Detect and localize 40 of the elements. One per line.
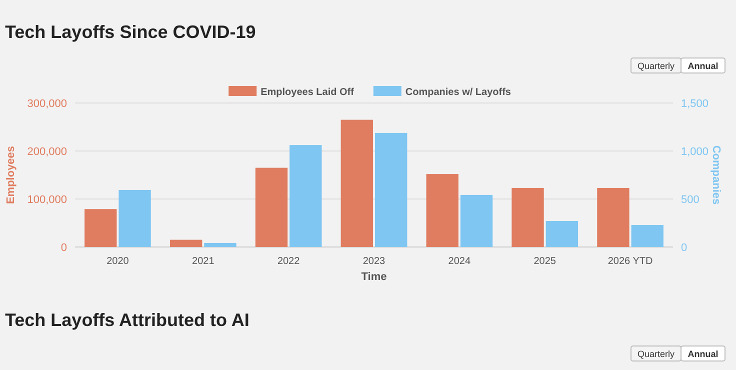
y-tick-label: 100,000 xyxy=(27,194,67,206)
legend-label: Companies w/ Layoffs xyxy=(405,87,512,98)
y-axis-title: Employees xyxy=(5,146,17,204)
y2-tick-label: 1,500 xyxy=(681,98,709,110)
bar xyxy=(290,145,322,247)
bar xyxy=(375,132,408,247)
y2-axis-title: Companies xyxy=(710,145,722,205)
bar xyxy=(84,209,117,247)
x-tick-label: 2021 xyxy=(192,256,215,267)
bar xyxy=(340,120,373,247)
text: Tech Layoffs Attributed to AI xyxy=(5,310,250,330)
y2-tick-label: 500 xyxy=(681,194,700,206)
legend-label: Employees Laid Off xyxy=(260,87,355,98)
y2-tick-label: 1,000 xyxy=(681,146,709,158)
bar xyxy=(631,225,664,247)
bar xyxy=(118,190,151,247)
bar xyxy=(255,168,288,247)
bar xyxy=(460,194,493,247)
bar xyxy=(512,188,544,247)
y-tick-label: 0 xyxy=(60,242,67,254)
y2-tick-label: 0 xyxy=(681,242,688,254)
x-tick-label: 2022 xyxy=(277,256,300,267)
x-tick-label: 2026 YTD xyxy=(608,256,653,267)
annual-toggle[interactable]: Annual xyxy=(680,346,726,362)
y-tick-label: 300,000 xyxy=(27,98,67,110)
annual-toggle[interactable]: Annual xyxy=(680,58,726,74)
chart-title: Tech Layoffs Since COVID-19 xyxy=(5,22,256,42)
bar xyxy=(546,220,578,247)
bar xyxy=(170,240,202,247)
x-tick-label: 2023 xyxy=(362,256,386,267)
bar xyxy=(597,188,630,247)
bar xyxy=(426,174,458,247)
x-tick-label: 2020 xyxy=(106,256,130,267)
bar xyxy=(204,242,236,247)
x-tick-label: 2025 xyxy=(534,256,556,267)
x-axis-title: Time xyxy=(361,271,387,283)
quarterly-toggle[interactable]: Quarterly xyxy=(630,58,682,74)
quarterly-toggle[interactable]: Quarterly xyxy=(630,346,682,362)
x-tick-label: 2024 xyxy=(448,256,471,267)
y-tick-label: 200,000 xyxy=(27,146,67,158)
